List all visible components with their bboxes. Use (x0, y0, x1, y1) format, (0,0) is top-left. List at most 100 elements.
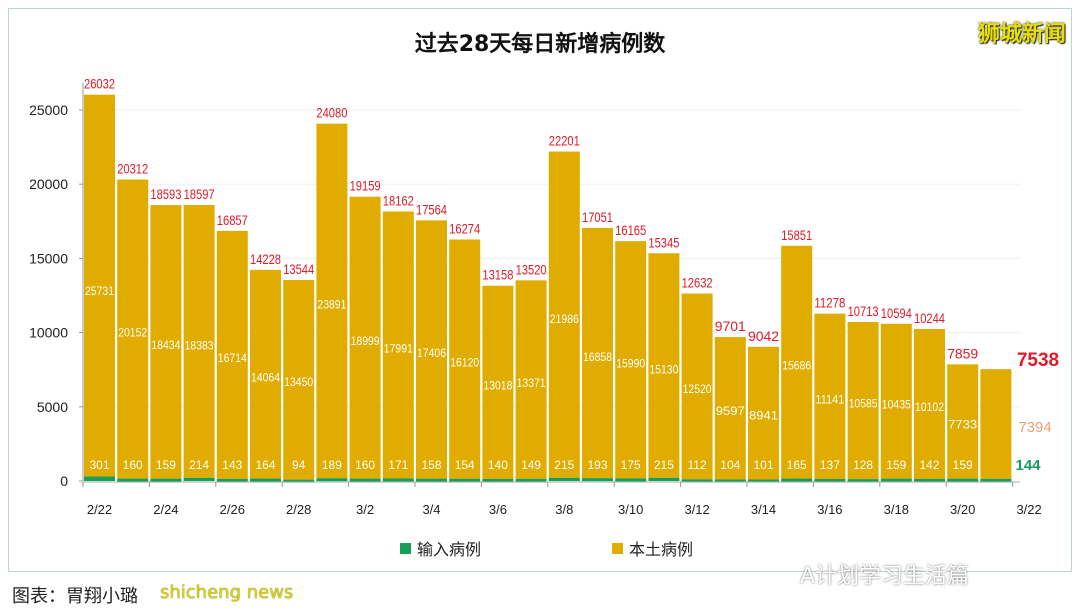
logo: 狮城新闻 (977, 22, 1066, 47)
local-label: 10585 (849, 396, 878, 410)
imported-label: 140 (488, 458, 508, 472)
local-label: 10435 (882, 398, 911, 412)
bar-imported (283, 479, 315, 483)
legend-swatch-imported (400, 542, 411, 554)
bar-imported (714, 479, 746, 483)
x-tick-label: 3/18 (884, 502, 909, 517)
bar-imported (316, 478, 348, 482)
bar-local (714, 337, 746, 480)
total-label: 22201 (549, 133, 580, 149)
x-tick-label: 3/16 (817, 502, 842, 517)
local-label: 23891 (317, 298, 346, 312)
x-tick-label: 3/4 (422, 502, 440, 517)
local-label: 16714 (218, 351, 247, 365)
total-label: 13544 (283, 261, 314, 277)
local-label: 15130 (649, 363, 678, 377)
local-label: 8941 (749, 409, 778, 423)
bar-local (748, 346, 779, 480)
total-label: 15345 (648, 234, 679, 250)
imported-label: 171 (388, 458, 408, 472)
bar-local (382, 211, 414, 479)
y-tick-label: 20000 (29, 176, 68, 192)
bar-local (880, 323, 912, 479)
bar-imported (416, 478, 447, 482)
bar-local (847, 322, 879, 480)
bar-imported (84, 476, 115, 481)
local-label: 7394 (1018, 419, 1051, 436)
total-label: 13520 (516, 261, 547, 277)
total-label: 7538 (1017, 350, 1059, 371)
total-label: 17564 (416, 201, 447, 217)
bar-imported (947, 478, 979, 482)
imported-label: 193 (587, 458, 607, 472)
legend-local: 本土病例 (612, 536, 693, 560)
bar-local (316, 123, 348, 479)
legend-swatch-local (612, 542, 623, 554)
total-label: 14228 (250, 251, 281, 267)
legend-imported: 输入病例 (400, 536, 481, 560)
total-label: 18597 (184, 186, 215, 202)
bar-local (216, 230, 248, 479)
imported-label: 144 (1015, 457, 1041, 474)
bar-local (648, 253, 680, 478)
bar-imported (847, 479, 879, 483)
x-tick-label: 3/8 (555, 502, 573, 517)
imported-label: 159 (156, 458, 176, 472)
local-label: 17406 (417, 346, 446, 360)
y-tick-label: 10000 (29, 325, 68, 341)
bar-imported (582, 478, 613, 482)
y-tick-label: 0 (60, 473, 68, 489)
x-tick-label: 3/22 (1016, 502, 1041, 517)
local-label: 7733 (948, 418, 977, 432)
y-tick-label: 25000 (29, 102, 68, 118)
x-tick-label: 3/14 (751, 502, 776, 517)
imported-label: 94 (292, 458, 306, 472)
total-label: 16165 (615, 222, 646, 238)
imported-label: 104 (720, 458, 740, 472)
bar-imported (880, 478, 912, 482)
total-label: 18593 (150, 186, 181, 202)
bar-imported (150, 478, 182, 482)
bar-local (914, 328, 945, 479)
total-label: 11278 (814, 295, 845, 311)
bar-local (117, 179, 149, 479)
imported-label: 149 (521, 458, 541, 472)
account-watermark: A计划学习生活篇 (800, 564, 970, 589)
bar-local (947, 364, 979, 479)
total-label: 24080 (316, 105, 347, 121)
local-label: 25731 (85, 284, 114, 298)
bar-local (349, 196, 381, 479)
local-label: 9597 (716, 404, 745, 418)
imported-label: 214 (189, 458, 209, 472)
imported-label: 159 (886, 458, 906, 472)
bar-imported (382, 478, 414, 482)
imported-label: 158 (421, 458, 441, 472)
bar-local (781, 245, 813, 479)
chart-title: 过去28天每日新增病例数 (414, 32, 666, 57)
local-label: 15990 (616, 356, 645, 370)
imported-label: 128 (853, 458, 873, 472)
bar-imported (615, 478, 647, 482)
bar-local (482, 285, 514, 479)
local-label: 10102 (915, 400, 944, 414)
bar-imported (814, 478, 846, 482)
imported-label: 165 (787, 458, 807, 472)
bar-imported (980, 478, 1012, 482)
imported-label: 112 (688, 458, 707, 472)
bar-local (548, 151, 580, 478)
imported-label: 154 (455, 458, 475, 472)
bar-imported (781, 478, 813, 482)
total-label: 9701 (715, 318, 746, 334)
imported-label: 160 (123, 458, 143, 472)
bar-imported (216, 478, 248, 482)
local-label: 11141 (815, 392, 844, 406)
total-label: 12632 (682, 275, 713, 291)
local-label: 18434 (151, 338, 180, 352)
bar-local (250, 269, 281, 479)
imported-label: 160 (355, 458, 375, 472)
total-label: 17051 (582, 209, 613, 225)
total-label: 15851 (781, 227, 812, 243)
total-label: 26032 (84, 76, 115, 92)
local-label: 17991 (384, 342, 413, 356)
local-label: 18383 (185, 339, 214, 353)
